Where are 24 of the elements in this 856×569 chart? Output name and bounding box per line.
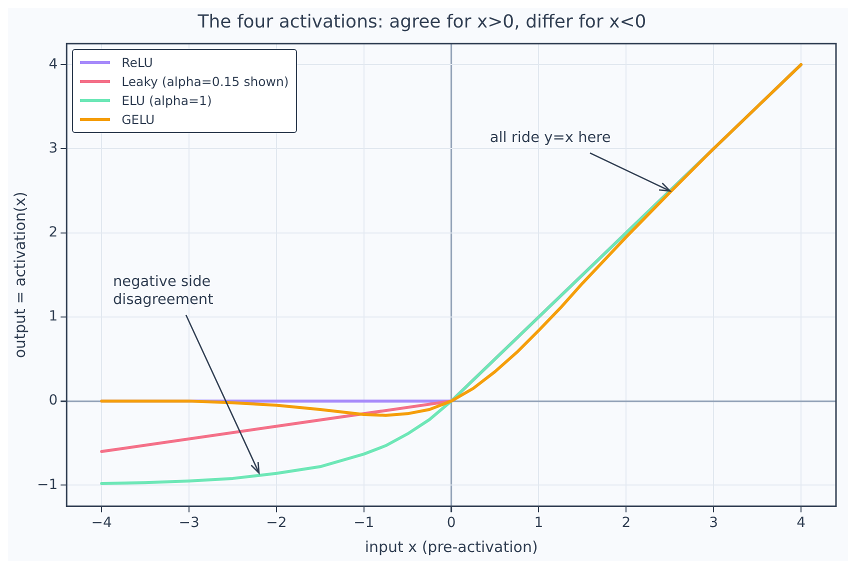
y-tick-label: 2 — [48, 224, 58, 240]
legend-label: Leaky (alpha=0.15 shown) — [122, 72, 289, 91]
x-tick-label: 4 — [796, 515, 806, 532]
x-tick-label: 0 — [446, 515, 456, 532]
x-tick-label: 1 — [534, 515, 544, 532]
x-axis-title: input x (pre-activation) — [364, 538, 538, 556]
legend-label: GELU — [122, 110, 155, 129]
legend-label: ELU (alpha=1) — [122, 92, 212, 110]
x-tick-label: 2 — [622, 515, 631, 532]
annotation: all ride y=x here — [490, 128, 611, 147]
x-tick-label: 3 — [709, 515, 718, 532]
y-tick-label: 3 — [48, 140, 58, 156]
x-tick-label: −2 — [266, 515, 287, 532]
x-tick-label: −3 — [178, 515, 200, 532]
legend-label: ReLU — [122, 54, 153, 72]
y-tick-label: 4 — [48, 56, 58, 72]
chart-title: The four activations: agree for x>0, differ for x<0 — [196, 11, 646, 32]
y-axis-title: output = activation(x) — [10, 192, 29, 358]
x-tick-label: −4 — [91, 515, 112, 532]
y-tick-label: 0 — [48, 392, 58, 409]
annotation: negative side disagreement — [112, 272, 214, 309]
x-tick-label: −1 — [354, 515, 374, 532]
y-tick-label: −1 — [36, 476, 58, 493]
y-tick-label: 1 — [48, 308, 58, 325]
